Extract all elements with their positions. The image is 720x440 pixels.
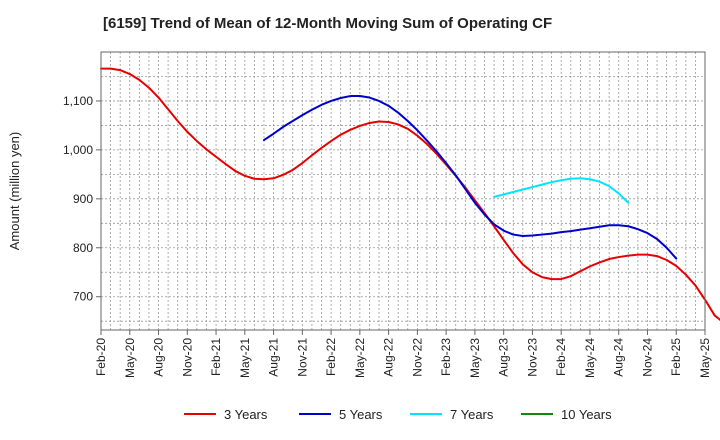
legend-label-10-years: 10 Years	[561, 407, 612, 422]
x-axis-ticks: Feb-20 May-20 Aug-20 Nov-20 Feb-21 May-21 Aug-…	[94, 330, 712, 378]
x-tick-label: Feb-24	[554, 338, 568, 376]
x-tick-label: Nov-22	[410, 338, 424, 377]
x-tick-label: Aug-22	[382, 338, 396, 377]
series-line-7-years	[493, 177, 630, 204]
x-tick-label: Feb-23	[439, 338, 453, 376]
y-tick-label: 1,000	[63, 143, 93, 157]
x-tick-label: May-24	[583, 338, 597, 378]
series-line-3-years	[100, 67, 720, 322]
y-tick-label: 800	[73, 241, 93, 255]
x-tick-label: Feb-25	[669, 338, 683, 376]
legend-label-7-years: 7 Years	[450, 407, 494, 422]
x-tick-label: Nov-21	[295, 338, 309, 377]
x-tick-label: May-23	[468, 338, 482, 378]
chart-title: [6159] Trend of Mean of 12-Month Moving …	[103, 15, 552, 32]
legend: 3 Years 5 Years 7 Years 10 Years	[184, 407, 612, 422]
x-tick-label: Nov-24	[640, 338, 654, 377]
x-tick-label: May-22	[353, 338, 367, 378]
legend-label-5-years: 5 Years	[339, 407, 383, 422]
series-line-5-years	[262, 95, 678, 260]
x-tick-label: Aug-21	[267, 338, 281, 377]
x-tick-label: Aug-24	[612, 338, 626, 377]
y-tick-label: 700	[73, 290, 93, 304]
x-tick-label: Nov-23	[525, 338, 539, 377]
x-tick-label: Feb-20	[94, 338, 108, 376]
x-tick-label: Feb-22	[324, 338, 338, 376]
x-tick-label: May-25	[698, 338, 712, 378]
x-tick-label: Aug-23	[497, 338, 511, 377]
x-tick-label: May-20	[123, 338, 137, 378]
x-tick-label: Aug-20	[152, 338, 166, 377]
x-tick-label: Nov-20	[180, 338, 194, 377]
y-axis-label: Amount (million yen)	[7, 132, 22, 251]
y-tick-label: 1,100	[63, 94, 93, 108]
x-tick-label: Feb-21	[209, 338, 223, 376]
y-tick-label: 900	[73, 192, 93, 206]
plot-area	[100, 51, 706, 331]
x-tick-label: May-21	[238, 338, 252, 378]
legend-label-3-years: 3 Years	[224, 407, 268, 422]
gridlines	[101, 52, 705, 330]
series-lines	[100, 67, 720, 322]
y-axis-ticks: 700 800 900 1,000 1,100	[63, 94, 101, 304]
